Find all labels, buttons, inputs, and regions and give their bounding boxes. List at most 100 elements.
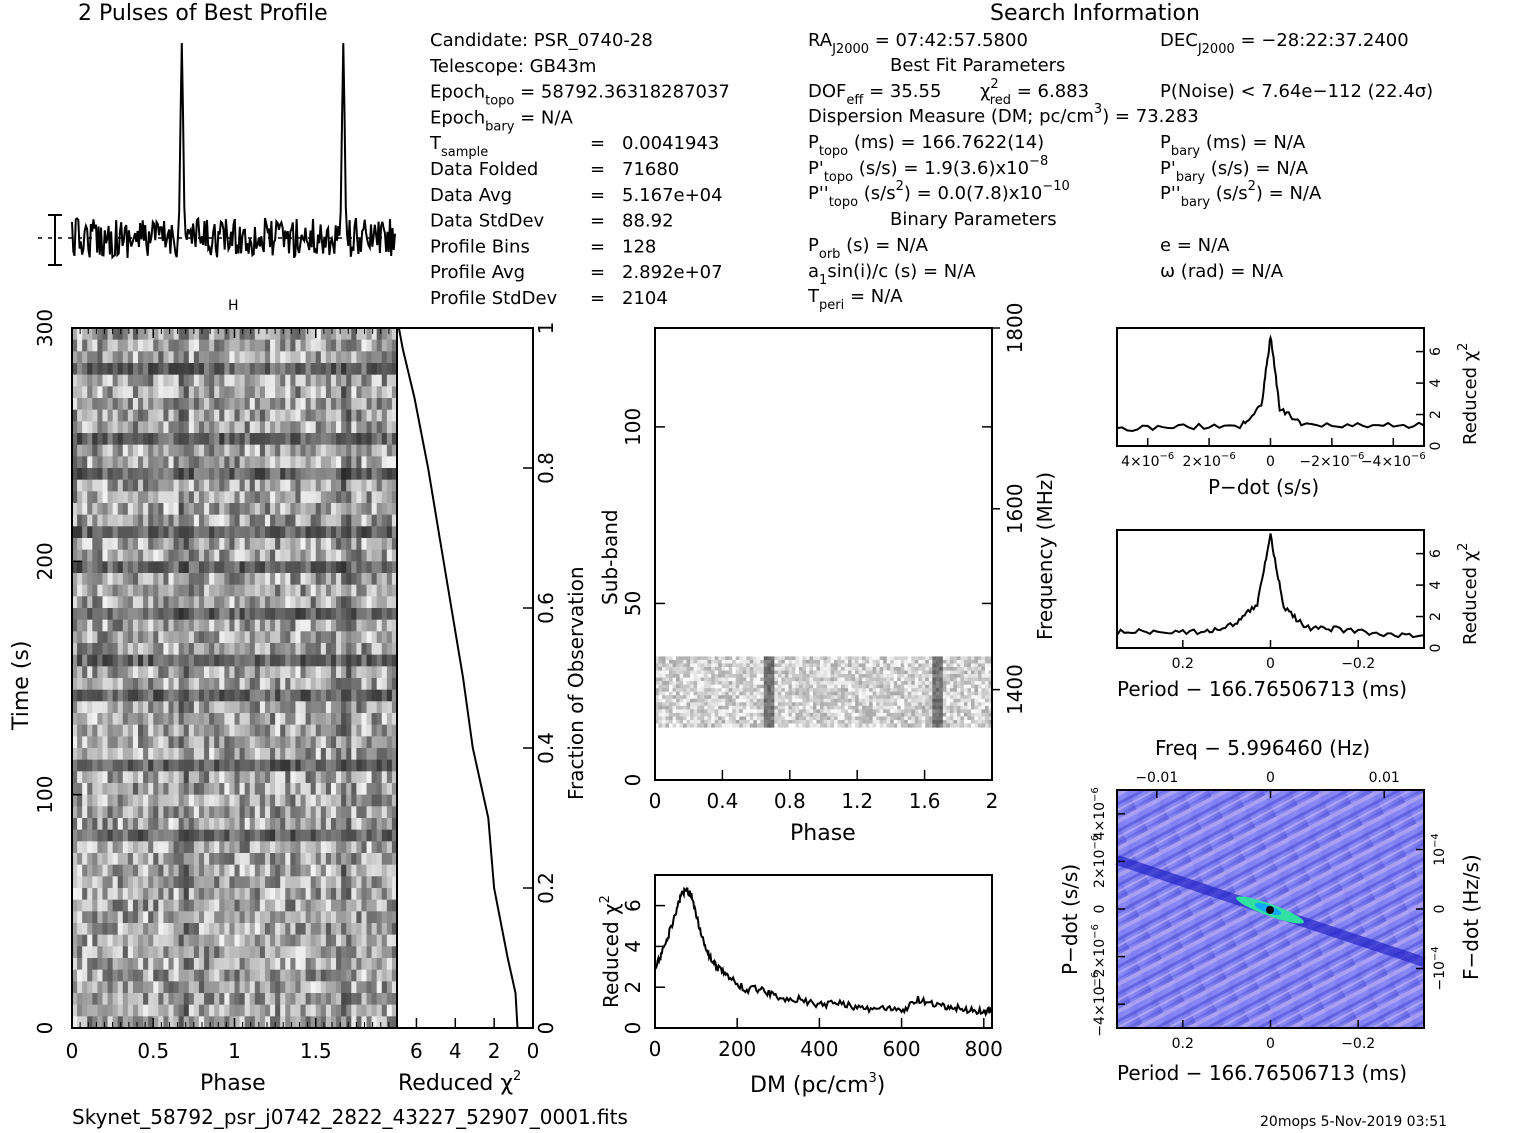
dm-xtick-label: 200 xyxy=(718,1037,756,1061)
sb-y2tick-label: 1800 xyxy=(1003,303,1027,354)
info-left: Candidate: PSR_0740-28 Telescope: GB43m Ep… xyxy=(429,30,730,309)
binary-title: Binary Parameters xyxy=(890,209,1057,230)
info-left-line: Telescope: GB43m xyxy=(429,56,596,77)
info-left-eq: = xyxy=(590,159,605,180)
info-left-value: 71680 xyxy=(622,159,679,180)
map-ylabel: P−dot (s/s) xyxy=(1058,864,1082,975)
sb-ytick-label: 0 xyxy=(621,774,645,787)
info-right-line: P'topo (s/s) = 1.9(3.6)x10−8 xyxy=(808,154,1048,185)
info-left-value: 88.92 xyxy=(622,211,674,232)
info-right-line: a1sin(i)/c (s) = N/A xyxy=(808,261,976,288)
pnoise: P(Noise) < 7.64e−112 (22.4σ) xyxy=(1160,81,1433,102)
dm-ytick-label: 2 xyxy=(621,981,645,994)
profile-plot xyxy=(38,43,396,266)
chi2-time-ytick-label: 1 xyxy=(534,322,558,335)
map-toptick-label: 0 xyxy=(1266,770,1275,786)
tp-marker: H xyxy=(228,298,239,314)
chi2-time-xlabel: Reduced χ2 xyxy=(398,1069,521,1096)
info-left-line: Profile Bins xyxy=(430,236,530,257)
pdot-xtick-label: −4×10−6 xyxy=(1361,451,1426,470)
info-left-line: Candidate: PSR_0740-28 xyxy=(430,30,653,51)
sb-xtick-label: 1.6 xyxy=(909,789,941,813)
subband-plot: 0 0.4 0.8 1.2 1.6 2 0 50 100 1400 1600 1800 Phase S… xyxy=(598,303,1057,846)
info-right: RAJ2000 = 07:42:57.5800 DECJ2000 = −28:22… xyxy=(807,30,1433,313)
pdot-ytick-label: 4 xyxy=(1428,379,1444,388)
dm-line xyxy=(654,886,993,1018)
map-ytick-label: 2×10−6 xyxy=(1090,835,1108,888)
period-ylabel: Reduced χ2 xyxy=(1456,543,1481,645)
period-ytick-label: 4 xyxy=(1428,581,1444,590)
map-toptick-label: −0.01 xyxy=(1135,770,1178,786)
ecc: e = N/A xyxy=(1160,235,1230,256)
info-right-line: DECJ2000 = −28:22:37.2400 xyxy=(1160,30,1409,57)
period-ytick-label: 2 xyxy=(1428,612,1444,621)
sb-y2tick-label: 1600 xyxy=(1003,483,1027,534)
period-ytick-label: 6 xyxy=(1428,549,1444,558)
info-right-line: Porb (s) = N/A xyxy=(808,235,929,262)
map-ytick-label: −4×10−6 xyxy=(1090,972,1108,1037)
info-right-line: Tperi = N/A xyxy=(807,286,903,313)
map-title: Freq − 5.996460 (Hz) xyxy=(1155,736,1370,760)
dm-xtick-label: 400 xyxy=(800,1037,838,1061)
chi2-time-xtick-label: 2 xyxy=(488,1039,501,1063)
map-y2tick-label: 10−4 xyxy=(1430,833,1448,866)
pdot-xlabel: P−dot (s/s) xyxy=(1208,475,1319,499)
chi2-time-xtick-label: 4 xyxy=(449,1039,462,1063)
dm-xtick-label: 0 xyxy=(649,1037,662,1061)
pdot-ytick-label: 0 xyxy=(1428,442,1444,451)
profile-title: 2 Pulses of Best Profile xyxy=(78,1,328,26)
sb-xtick-label: 0.8 xyxy=(774,789,806,813)
info-left-line: Epochtopo = 58792.36318287037 xyxy=(430,82,730,109)
pdot-xtick-label: 4×10−6 xyxy=(1121,451,1174,470)
map-y2label: F−dot (Hz/s) xyxy=(1459,854,1483,980)
info-left-eq: = xyxy=(590,133,605,154)
time-phase-plot: 0 0.5 1 1.5 0 100 200 300 Phase Time (s) H xyxy=(9,298,398,1096)
dm-ytick-label: 0 xyxy=(621,1022,645,1035)
info-left-line: Data Avg xyxy=(430,185,512,206)
profile-line xyxy=(71,43,396,260)
sb-xtick-label: 2 xyxy=(986,789,999,813)
info-left-eq: = xyxy=(590,211,605,232)
info-left-value: 2.892e+07 xyxy=(622,262,723,283)
map-xtick-label: 0 xyxy=(1266,1036,1275,1052)
pdot-xtick-label: 2×10−6 xyxy=(1182,451,1235,470)
period-xtick-label: 0 xyxy=(1266,656,1275,672)
map-toptick-label: 0.01 xyxy=(1369,770,1400,786)
info-left-eq: = xyxy=(590,288,605,309)
sb-y2label: Frequency (MHz) xyxy=(1033,472,1057,640)
info-left-eq: = xyxy=(590,236,605,257)
map-ytick-label: −2×10−6 xyxy=(1090,924,1108,989)
dm-ytick-label: 4 xyxy=(621,940,645,953)
tp-ytick-label: 200 xyxy=(33,542,57,580)
tp-ytick-label: 300 xyxy=(33,309,57,347)
sb-ytick-label: 100 xyxy=(621,408,645,446)
info-left-value: 2104 xyxy=(622,288,668,309)
info-left-line: Data Folded xyxy=(430,159,538,180)
info-left-eq: = xyxy=(590,185,605,206)
map-xlabel: Period − 166.76506713 (ms) xyxy=(1117,1061,1407,1085)
chi2-time-ytick-label: 0.2 xyxy=(534,872,558,904)
info-right-line: Pbary (ms) = N/A xyxy=(1160,132,1306,159)
map-y2tick-label: −10−4 xyxy=(1430,946,1448,990)
best-fit-title: Best Fit Parameters xyxy=(890,55,1065,76)
sb-xlabel: Phase xyxy=(790,821,856,846)
info-right-line: DOFeff = 35.55 xyxy=(808,81,941,108)
map-y2tick-label: 0 xyxy=(1432,905,1448,914)
sb-ytick-label: 50 xyxy=(621,591,645,616)
info-left-line: Tsample xyxy=(429,133,488,160)
info-right-line: P''bary (s/s2) = N/A xyxy=(1160,179,1322,210)
omega: ω (rad) = N/A xyxy=(1160,261,1284,282)
sb-xtick-label: 0.4 xyxy=(706,789,738,813)
pdot-ylabel: Reduced χ2 xyxy=(1456,343,1481,445)
ppdot-map: 0.2 0 −0.2 −0.01 0 0.01 4×10−62×10−6 0 −2×10−6−4… xyxy=(1058,736,1483,1085)
info-left-line: Epochbary = N/A xyxy=(430,107,573,134)
sb-ylabel: Sub-band xyxy=(598,509,622,605)
chi2-time-ytick-label: 0.4 xyxy=(534,732,558,764)
pdot-xtick-label: −2×10−6 xyxy=(1299,451,1364,470)
pdot-line xyxy=(1116,334,1425,433)
period-xlabel: Period − 166.76506713 (ms) xyxy=(1117,677,1407,701)
tp-ytick-label: 100 xyxy=(33,776,57,814)
